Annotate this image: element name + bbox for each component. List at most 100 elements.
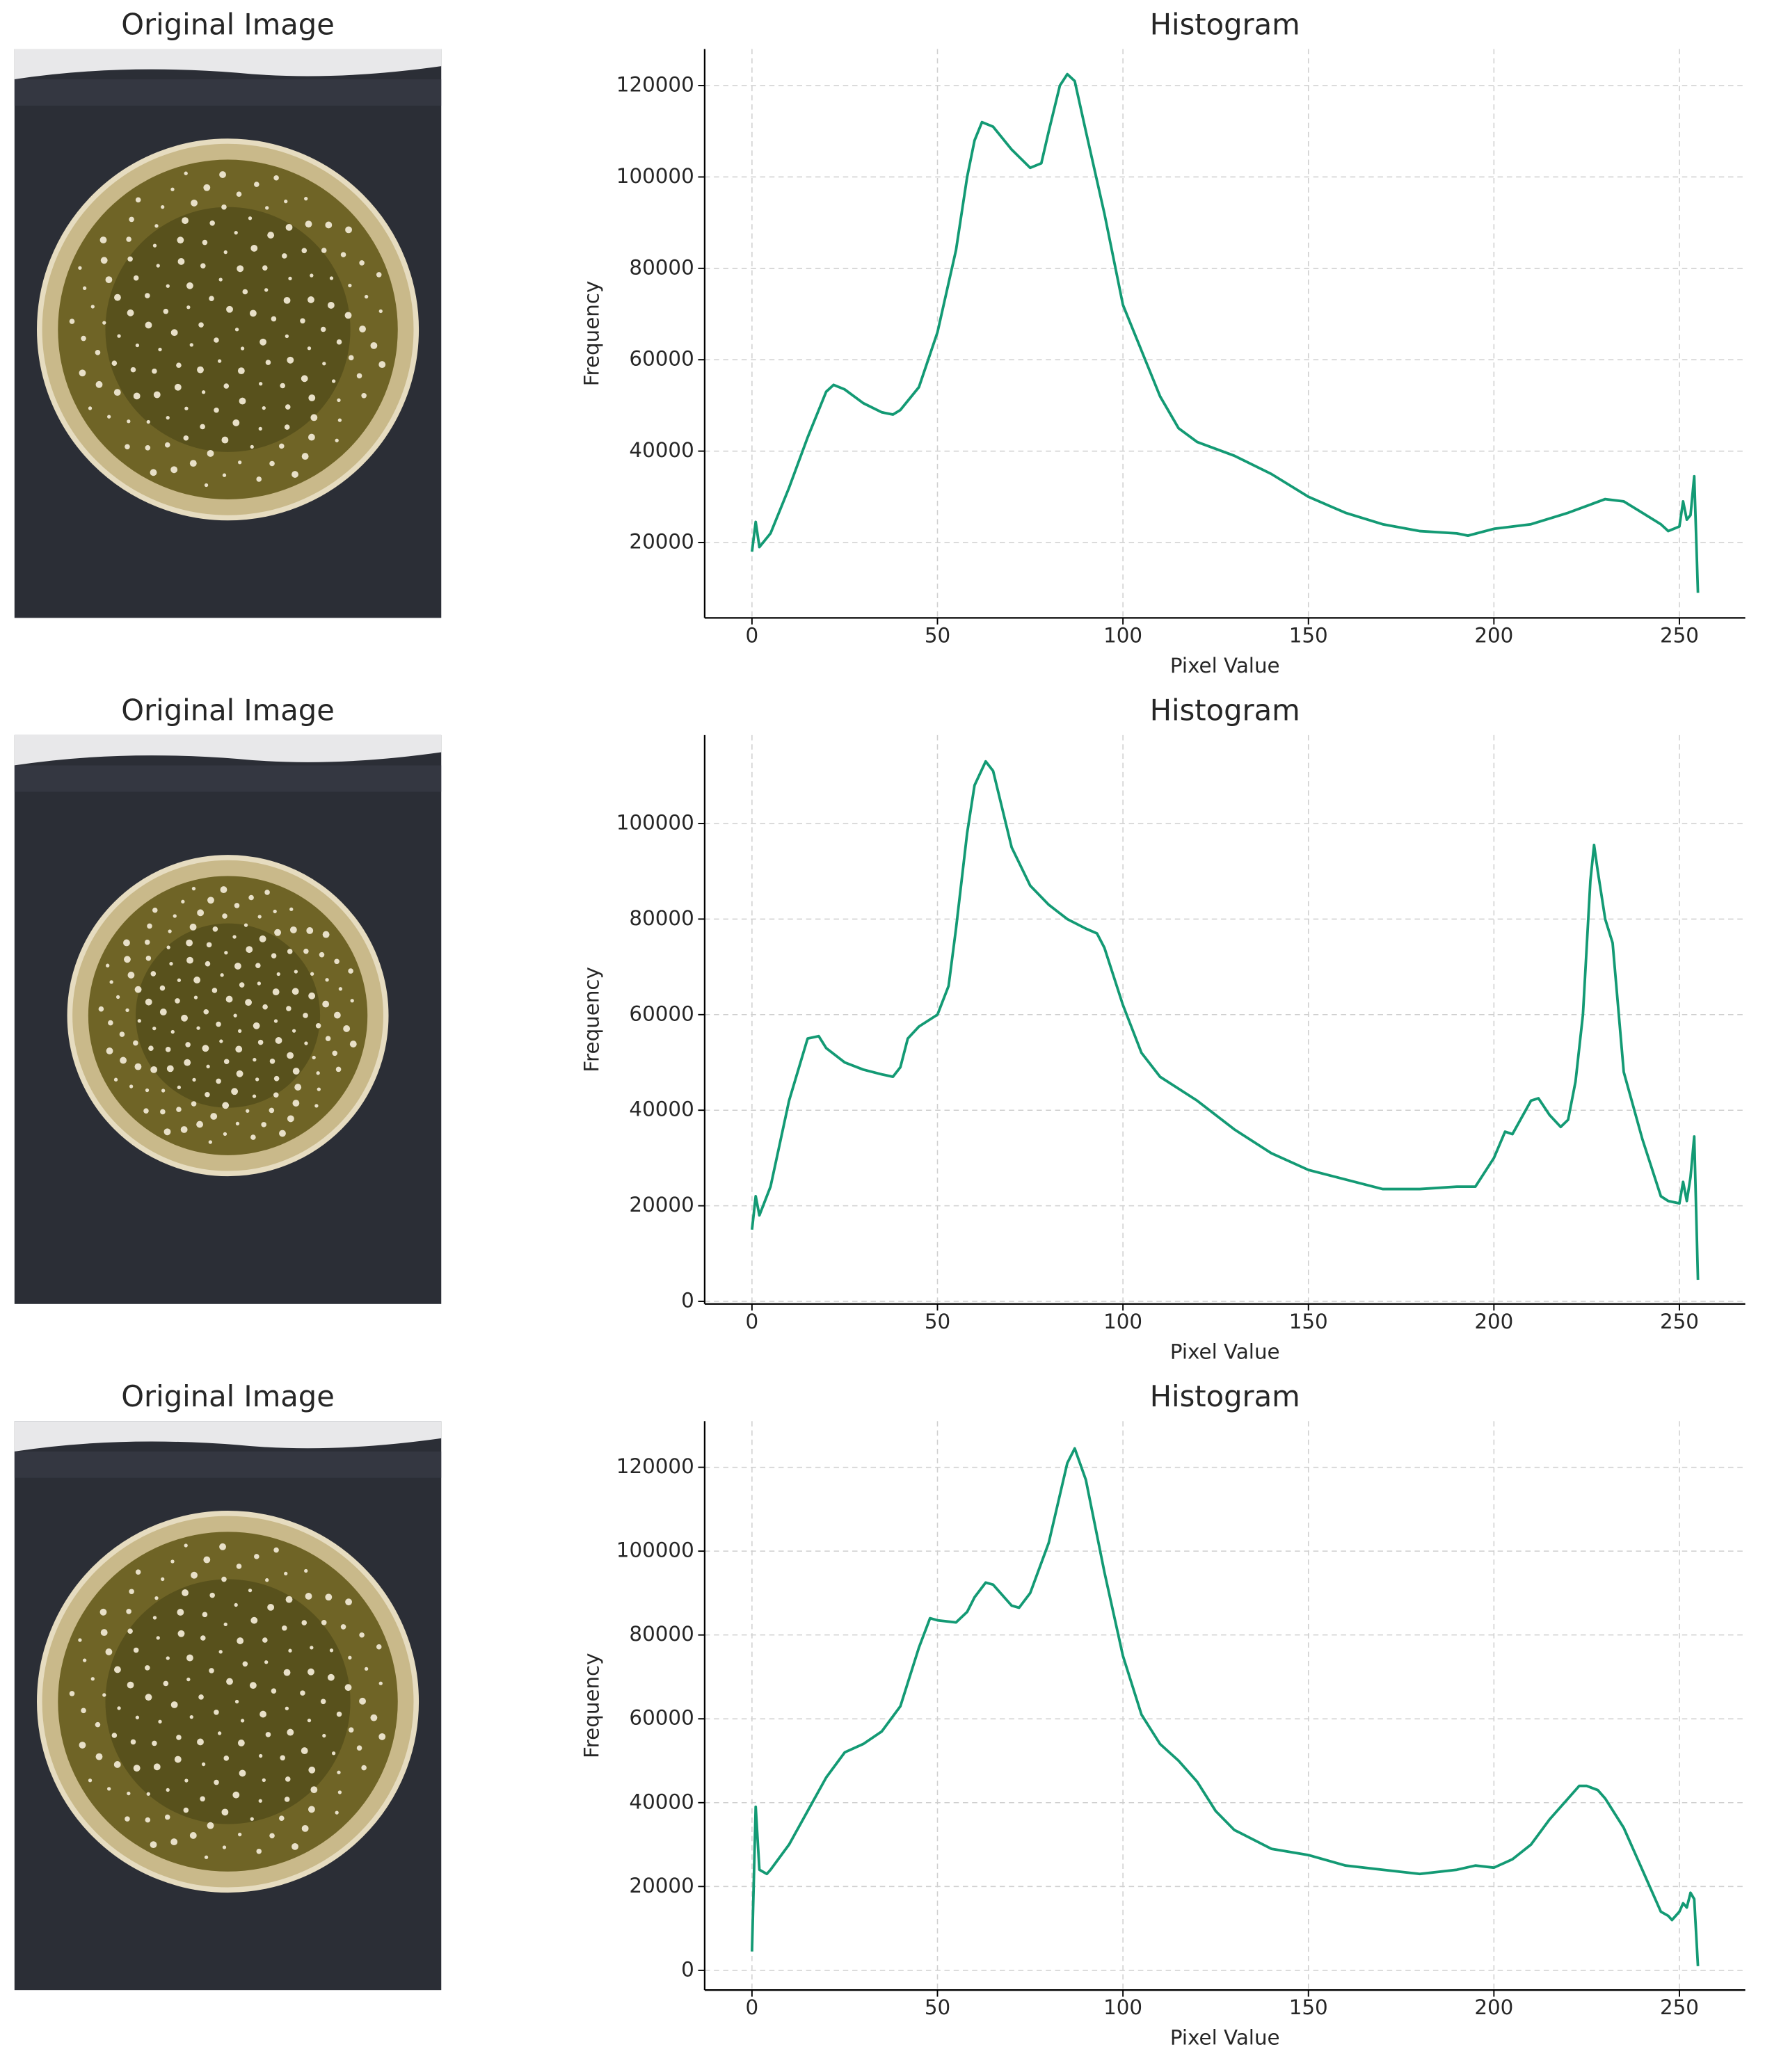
colony xyxy=(303,948,309,954)
x-tick-label: 100 xyxy=(1103,623,1142,647)
colony xyxy=(340,1624,346,1630)
colony xyxy=(200,1635,206,1641)
colony xyxy=(301,248,308,254)
colony xyxy=(284,1797,290,1802)
colony xyxy=(348,968,353,974)
colony xyxy=(378,309,383,314)
colony xyxy=(185,1042,191,1047)
colony xyxy=(134,986,142,993)
colony xyxy=(236,1564,242,1569)
colony xyxy=(308,1806,315,1813)
colony xyxy=(265,1732,271,1737)
colony xyxy=(164,1814,170,1820)
colony xyxy=(338,987,343,991)
colony xyxy=(278,1815,285,1821)
colony xyxy=(321,1620,327,1625)
colony xyxy=(343,1025,351,1032)
colony xyxy=(314,1104,319,1108)
colony xyxy=(271,1688,277,1694)
colony xyxy=(78,1638,82,1642)
colony xyxy=(146,1792,150,1796)
colony xyxy=(130,367,136,373)
colony xyxy=(135,1715,140,1719)
colony xyxy=(335,438,339,442)
colony xyxy=(177,1085,182,1089)
colony xyxy=(359,326,366,332)
colony xyxy=(242,289,248,295)
x-tick-label: 250 xyxy=(1660,1995,1699,2019)
colony xyxy=(170,1559,175,1564)
colony xyxy=(145,1817,151,1823)
colony xyxy=(274,929,281,936)
colony xyxy=(253,1057,257,1062)
colony xyxy=(242,1661,248,1667)
colony xyxy=(291,1029,296,1033)
colony xyxy=(240,346,245,351)
colony xyxy=(159,1009,167,1015)
colony xyxy=(154,1596,159,1600)
x-tick-label: 0 xyxy=(746,1310,759,1333)
colony xyxy=(359,260,365,266)
colony xyxy=(126,236,131,242)
colony xyxy=(203,184,211,191)
colony xyxy=(331,379,336,383)
colony xyxy=(259,382,263,386)
colony xyxy=(214,337,219,343)
x-tick-label: 200 xyxy=(1474,623,1513,647)
colony xyxy=(308,1766,316,1774)
colony xyxy=(214,1710,219,1715)
colony xyxy=(211,988,218,993)
colony xyxy=(273,1019,278,1023)
colony xyxy=(234,1699,239,1704)
colony xyxy=(307,1718,312,1723)
colony xyxy=(166,416,170,420)
colony xyxy=(325,1593,333,1601)
colony xyxy=(308,1668,314,1676)
colony xyxy=(150,1841,157,1849)
colony xyxy=(325,978,329,982)
colony xyxy=(218,278,223,282)
colony xyxy=(287,356,294,364)
colony xyxy=(145,1694,152,1701)
colony xyxy=(113,1077,118,1082)
colony xyxy=(217,359,222,363)
photo-bench xyxy=(14,765,442,792)
colony xyxy=(234,963,241,970)
colony xyxy=(184,1778,189,1783)
colony xyxy=(204,1855,209,1859)
colony xyxy=(69,1691,75,1696)
photo-towel xyxy=(14,1421,442,1452)
x-axis-label: Pixel Value xyxy=(1170,654,1280,677)
colony xyxy=(348,355,354,361)
colony xyxy=(226,1678,233,1685)
colony xyxy=(200,263,206,268)
colony xyxy=(133,1647,139,1653)
colony xyxy=(108,1020,113,1026)
colony xyxy=(196,1121,204,1128)
colony xyxy=(305,220,312,228)
colony xyxy=(238,1832,242,1837)
colony xyxy=(250,1817,254,1821)
colony xyxy=(248,1588,253,1593)
colony xyxy=(225,995,233,1003)
colony xyxy=(222,473,227,477)
colony xyxy=(361,1765,367,1771)
colony xyxy=(145,1665,150,1671)
x-tick-label: 50 xyxy=(925,1995,950,2019)
colony xyxy=(258,426,262,431)
y-tick-label: 0 xyxy=(681,1289,694,1312)
colony xyxy=(145,1088,150,1093)
photo xyxy=(14,734,442,1304)
colony xyxy=(248,216,253,220)
colony xyxy=(262,1637,268,1643)
colony xyxy=(129,216,134,223)
colony xyxy=(152,368,157,374)
chart-title: Histogram xyxy=(1150,7,1300,41)
colony xyxy=(99,236,107,243)
colony xyxy=(102,321,106,325)
colony xyxy=(334,958,340,965)
colony xyxy=(252,1094,257,1098)
colony xyxy=(125,1008,129,1013)
colony xyxy=(156,264,160,268)
colony xyxy=(222,1102,230,1109)
